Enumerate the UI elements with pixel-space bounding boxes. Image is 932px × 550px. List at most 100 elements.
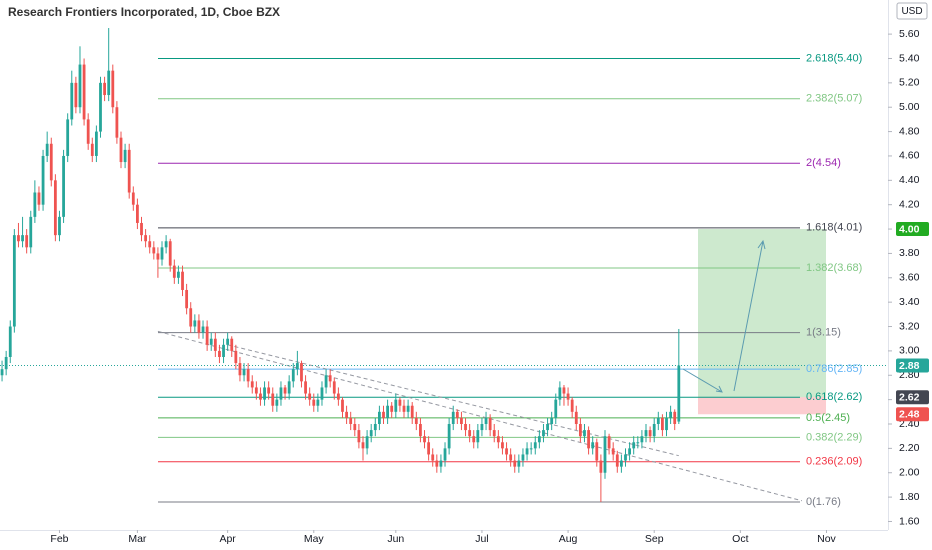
price-tag (896, 407, 929, 422)
candle-body (476, 430, 480, 443)
candle-body (250, 381, 254, 388)
candle-body (562, 387, 566, 394)
candle-body (259, 393, 262, 400)
candle-body (304, 381, 307, 394)
candle-body (267, 387, 271, 394)
candle-body (279, 387, 283, 400)
candle-body (332, 381, 336, 394)
candle-body (328, 375, 332, 382)
candle-body (209, 338, 213, 345)
candle-body (468, 430, 472, 437)
candle-body (119, 137, 123, 163)
currency-box[interactable] (896, 2, 928, 20)
candle-body (324, 375, 328, 388)
y-tick-label: 4.20 (899, 198, 920, 210)
candle-body (41, 155, 45, 205)
fib-label: 1(3.15) (806, 327, 841, 339)
candle-body (599, 460, 603, 473)
y-tick-label: 4.60 (899, 150, 920, 162)
candle-body (21, 235, 24, 242)
candle-body (574, 411, 578, 424)
candle-body (66, 119, 70, 156)
y-tick-label: 5.40 (899, 52, 920, 64)
fib-label: 0.786(2.85) (806, 363, 862, 375)
candle-body (369, 430, 373, 437)
candle-body (131, 192, 135, 205)
candle-body (472, 436, 476, 443)
candle-body (386, 405, 390, 418)
candle-body (222, 344, 225, 357)
candle-body (181, 271, 184, 290)
x-tick-label: Jun (387, 533, 404, 545)
stop-zone (698, 397, 826, 415)
candle-body (152, 247, 156, 254)
candle-body (496, 436, 500, 443)
candle-body (414, 417, 418, 424)
y-tick-label: 5.00 (899, 101, 920, 113)
fib-label: 0.5(2.45) (806, 412, 850, 424)
candle-body (460, 417, 463, 424)
price-tag-label: 4.00 (899, 223, 920, 235)
candle-body (53, 180, 57, 236)
candle-body (148, 241, 152, 248)
candle-body (484, 417, 488, 424)
candle-body (492, 430, 496, 437)
candle-body (90, 143, 94, 156)
candle-body (546, 424, 549, 431)
candle-body (587, 430, 590, 449)
candle-body (517, 460, 521, 467)
candle-body (226, 338, 230, 345)
candle-body (357, 430, 361, 443)
candle-body (308, 393, 312, 400)
candle-body (37, 192, 41, 205)
candle-body (205, 326, 209, 345)
candle-body (431, 454, 435, 461)
candle-body (611, 448, 615, 455)
candle-body (341, 399, 344, 412)
y-tick-label: 5.60 (899, 28, 920, 40)
candle-body (427, 442, 431, 455)
candle-body (554, 399, 558, 418)
candle-body (435, 460, 439, 467)
candle-body (62, 155, 65, 217)
candle-body (537, 436, 541, 443)
candle-body (136, 204, 139, 223)
candle-body (509, 454, 513, 461)
candle-body (644, 430, 648, 437)
candle-body (349, 417, 353, 424)
fib-label: 0(1.76) (806, 496, 841, 508)
candle-body (439, 460, 443, 467)
candle-body (566, 393, 570, 400)
candle-body (673, 411, 677, 424)
candle-body (443, 448, 447, 461)
candle-body (533, 442, 537, 449)
candle-body (501, 442, 504, 449)
x-tick-label: Feb (50, 533, 68, 545)
fib-label: 2(4.54) (806, 157, 841, 169)
candle-body (382, 411, 385, 418)
candle-body (361, 442, 365, 449)
candle-body (197, 320, 201, 333)
y-tick-label: 4.40 (899, 174, 920, 186)
candle-body (665, 417, 668, 431)
candle-body (464, 424, 467, 431)
x-tick-label: Nov (817, 533, 836, 545)
candle-body (505, 448, 508, 455)
candle-body (583, 430, 586, 437)
price-tag-label: 2.88 (899, 360, 920, 372)
candle-body (295, 363, 299, 370)
y-tick-label: 2.00 (899, 467, 920, 479)
candle-body (156, 253, 160, 260)
candle-body (648, 430, 652, 437)
candle-body (271, 393, 275, 406)
y-tick-label: 5.20 (899, 77, 920, 89)
candle-body (312, 399, 316, 406)
candle-body (189, 308, 193, 327)
candle-body (619, 460, 623, 467)
candle-body (263, 387, 266, 400)
candle-body (144, 235, 148, 242)
candle-body (373, 424, 377, 431)
candle-body (254, 387, 258, 394)
